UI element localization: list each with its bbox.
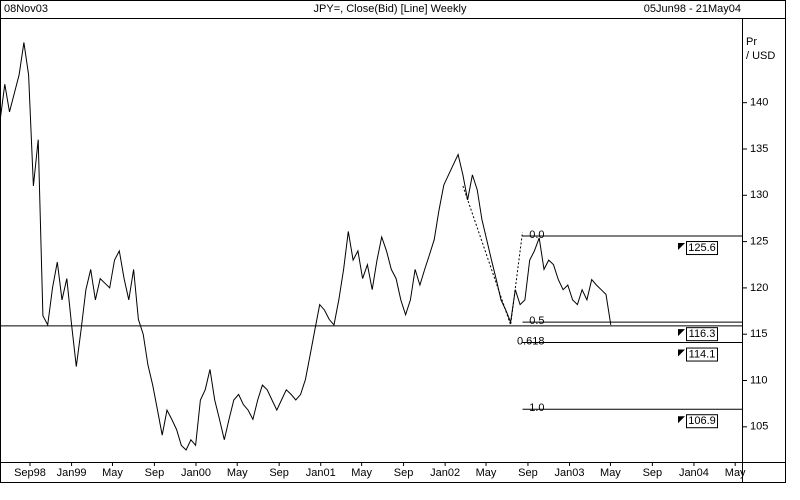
x-tick-label: Sep98: [14, 467, 46, 479]
y-tick-label: 130: [750, 189, 768, 201]
x-tick-label: Sep: [518, 467, 538, 479]
fib-value-label: 114.1: [689, 348, 716, 360]
fib-value-box: [686, 327, 718, 342]
y-tick-label: 140: [750, 97, 768, 109]
y-tick-label: 125: [750, 235, 768, 247]
y-tick-label: 105: [750, 421, 768, 433]
x-tick-label: Jan02: [430, 467, 460, 479]
y-tick-label: 135: [750, 143, 768, 155]
y-tick-label: 115: [750, 328, 768, 340]
x-tick-label: Jan00: [181, 467, 211, 479]
x-tick-label: May: [351, 467, 372, 479]
fib-value-label: 106.9: [688, 415, 716, 427]
fib-level-label: 0.0: [529, 229, 544, 241]
x-tick-label: May: [725, 467, 746, 479]
x-tick-label: May: [102, 467, 123, 479]
frame: [0, 0, 786, 483]
fib-value-box: [686, 414, 718, 429]
x-tick-label: May: [476, 467, 497, 479]
y-unit: / USD: [746, 50, 775, 62]
fib-level-label: 1.0: [529, 402, 544, 414]
x-tick-label: Sep: [269, 467, 289, 479]
x-tick-label: Sep: [145, 467, 165, 479]
fib-anchor-line: [462, 185, 523, 326]
x-tick-label: May: [227, 467, 248, 479]
y-tick-label: 110: [750, 374, 768, 386]
y-tick-label: 120: [750, 282, 768, 294]
x-tick-label: Sep: [643, 467, 663, 479]
fib-marker: [678, 243, 685, 251]
range-label: 05Jun98 - 21May04: [644, 3, 741, 15]
chart-title: JPY=, Close(Bid) [Line] Weekly: [314, 3, 467, 15]
fib-value-label: 125.6: [688, 242, 716, 254]
fib-level-label: 0.5: [529, 315, 544, 327]
x-tick-label: Sep: [394, 467, 414, 479]
fib-value-label: 116.3: [689, 328, 716, 340]
date-label: 08Nov03: [4, 3, 48, 15]
fib-marker: [678, 416, 685, 424]
x-tick-label: Jan99: [57, 467, 87, 479]
fib-value-box: [686, 241, 718, 256]
fib-marker: [678, 329, 685, 337]
price-line: [0, 42, 612, 451]
y-unit: Pr: [746, 36, 757, 48]
x-tick-label: Jan01: [306, 467, 336, 479]
x-tick-label: May: [600, 467, 621, 479]
x-tick-label: Jan04: [679, 467, 709, 479]
x-tick-label: Jan03: [555, 467, 585, 479]
fib-value-box: [686, 347, 718, 362]
fib-marker: [678, 349, 685, 357]
fib-level-label: 0.618: [517, 335, 545, 347]
